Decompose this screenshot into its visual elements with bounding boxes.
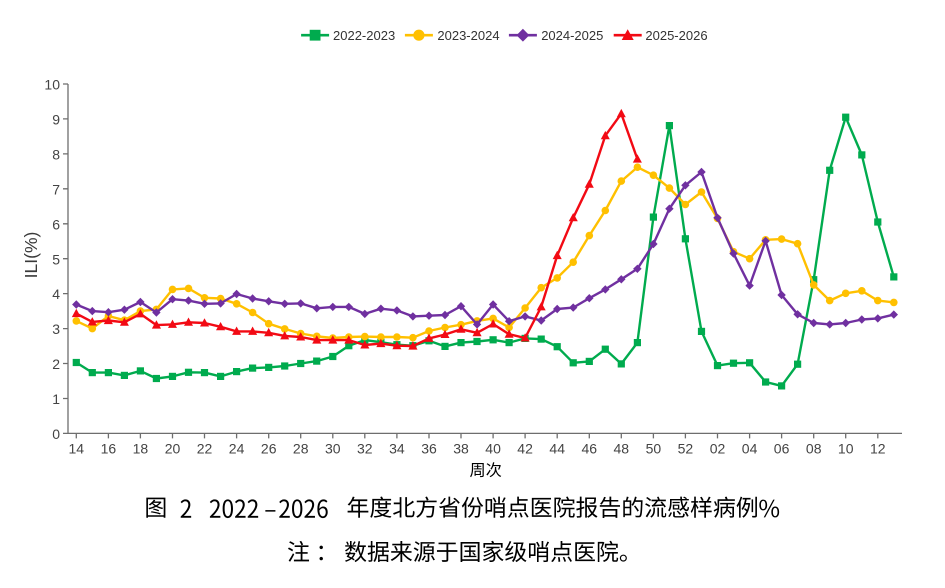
svg-text:46: 46 — [582, 440, 598, 456]
svg-text:38: 38 — [453, 440, 469, 456]
svg-text:30: 30 — [325, 440, 341, 456]
svg-text:10: 10 — [838, 440, 854, 456]
svg-text:42: 42 — [517, 440, 533, 456]
svg-text:08: 08 — [806, 440, 822, 456]
svg-text:10: 10 — [44, 77, 60, 93]
svg-text:36: 36 — [421, 440, 437, 456]
svg-text:32: 32 — [357, 440, 373, 456]
svg-text:44: 44 — [549, 440, 565, 456]
svg-text:ILI(%): ILI(%) — [21, 232, 41, 279]
svg-text:28: 28 — [293, 440, 309, 456]
svg-text:1: 1 — [52, 391, 60, 407]
svg-text:48: 48 — [614, 440, 630, 456]
svg-text:40: 40 — [485, 440, 501, 456]
svg-text:6: 6 — [52, 216, 60, 232]
svg-text:3: 3 — [52, 321, 60, 337]
svg-text:34: 34 — [389, 440, 405, 456]
svg-text:06: 06 — [774, 440, 790, 456]
svg-text:18: 18 — [133, 440, 149, 456]
svg-text:4: 4 — [52, 286, 60, 302]
svg-text:14: 14 — [69, 440, 85, 456]
svg-text:16: 16 — [101, 440, 117, 456]
svg-text:04: 04 — [742, 440, 758, 456]
svg-text:20: 20 — [165, 440, 181, 456]
svg-text:52: 52 — [678, 440, 694, 456]
svg-text:5: 5 — [52, 251, 60, 267]
svg-text:2023-2024: 2023-2024 — [437, 28, 499, 43]
svg-text:2024-2025: 2024-2025 — [541, 28, 603, 43]
svg-text:9: 9 — [52, 112, 60, 128]
svg-text:12: 12 — [870, 440, 886, 456]
svg-text:26: 26 — [261, 440, 277, 456]
svg-text:7: 7 — [52, 181, 60, 197]
svg-text:2025-2026: 2025-2026 — [645, 28, 707, 43]
svg-text:2022-2023: 2022-2023 — [333, 28, 395, 43]
svg-text:2: 2 — [52, 356, 60, 372]
svg-text:50: 50 — [646, 440, 662, 456]
svg-text:02: 02 — [710, 440, 726, 456]
svg-text:24: 24 — [229, 440, 245, 456]
svg-text:0: 0 — [52, 426, 60, 442]
svg-text:22: 22 — [197, 440, 213, 456]
svg-text:8: 8 — [52, 147, 60, 163]
